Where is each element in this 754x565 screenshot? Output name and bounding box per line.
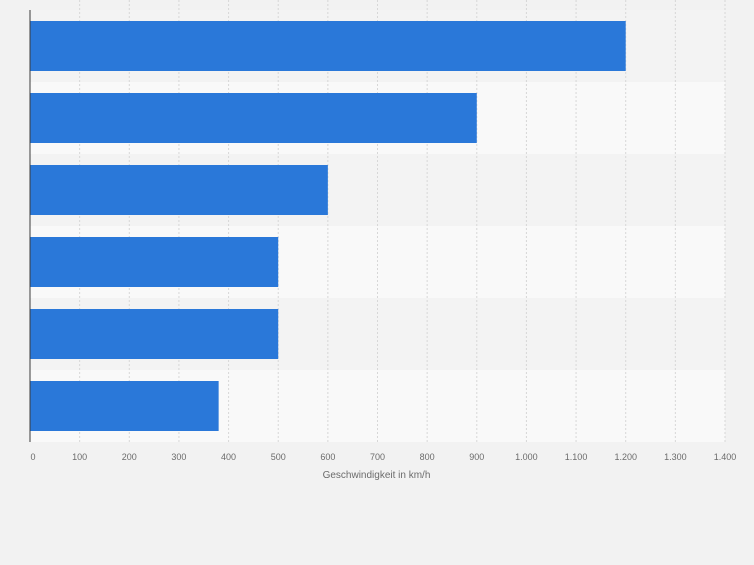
x-axis-title: Geschwindigkeit in km/h — [323, 470, 431, 481]
x-tick-label: 1.100 — [565, 452, 588, 462]
x-tick-label: 1.400 — [714, 452, 737, 462]
x-tick-labels: 0 100 200 300 400 500 600 700 800 900 1.000 1.100 1.… — [30, 452, 736, 462]
x-tick-label: 200 — [122, 452, 137, 462]
x-tick-label: 1.000 — [515, 452, 538, 462]
gridlines — [79, 0, 726, 442]
bar[interactable] — [30, 381, 219, 431]
x-tick-label: 600 — [320, 452, 335, 462]
bar[interactable] — [30, 93, 477, 143]
bars — [30, 21, 626, 431]
bar[interactable] — [30, 165, 328, 215]
x-tick-label: 900 — [469, 452, 484, 462]
x-tick-label: 1.300 — [664, 452, 687, 462]
bar[interactable] — [30, 309, 279, 359]
bar[interactable] — [30, 237, 279, 287]
x-tick-label: 0 — [30, 452, 35, 462]
x-tick-label: 400 — [221, 452, 236, 462]
x-tick-label: 700 — [370, 452, 385, 462]
x-tick-label: 100 — [72, 452, 87, 462]
x-tick-label: 800 — [420, 452, 435, 462]
x-tick-label: 300 — [171, 452, 186, 462]
x-tick-label: 1.200 — [614, 452, 637, 462]
x-tick-label: 500 — [271, 452, 286, 462]
bar[interactable] — [30, 21, 626, 71]
